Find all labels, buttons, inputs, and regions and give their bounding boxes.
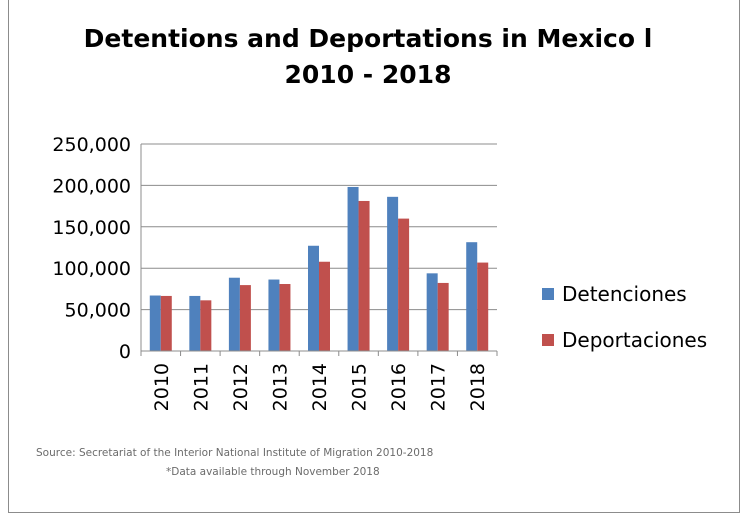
legend-swatch-deportaciones — [542, 334, 554, 346]
x-tick-label-2016: 2016 — [388, 363, 410, 411]
bar-detenciones-2013 — [268, 279, 280, 351]
x-tick-label-2014: 2014 — [309, 363, 331, 411]
bar-detenciones-2018 — [466, 242, 478, 351]
chart-title-line-2: 2010 - 2018 — [285, 60, 452, 89]
chart-frame — [8, 0, 740, 513]
chart-title-line-1: Detentions and Deportations in Mexico l — [84, 24, 653, 53]
bar-deportaciones-2014 — [319, 261, 330, 351]
y-tick-label: 0 — [119, 341, 131, 363]
bar-deportaciones-2013 — [279, 284, 291, 351]
x-tick-label-2010: 2010 — [151, 363, 173, 411]
y-axis: 0 50,000 100,000 150,000 200,000 250,000 — [52, 134, 142, 363]
bar-deportaciones-2011 — [200, 300, 212, 351]
y-tick-label: 100,000 — [52, 258, 131, 280]
bar-detenciones-2012 — [228, 277, 240, 351]
bar-detenciones-2014 — [308, 245, 319, 351]
bar-deportaciones-2012 — [239, 285, 251, 351]
bar-detenciones-2010 — [149, 295, 161, 351]
source-note: Source: Secretariat of the Interior Nati… — [36, 447, 433, 459]
bar-deportaciones-2010 — [160, 295, 172, 351]
bars — [149, 186, 489, 351]
y-tick-label: 250,000 — [52, 134, 131, 156]
bar-deportaciones-2017 — [437, 282, 449, 351]
legend-label-detenciones: Detenciones — [562, 282, 687, 306]
y-tick-label: 50,000 — [65, 300, 131, 322]
x-tick-label-2017: 2017 — [428, 363, 450, 411]
bar-detenciones-2015 — [347, 186, 359, 351]
x-tick-label-2015: 2015 — [349, 363, 371, 411]
y-tick-label: 200,000 — [52, 175, 131, 197]
bar-deportaciones-2016 — [398, 218, 410, 351]
legend: Detenciones Deportaciones — [542, 282, 707, 352]
bar-deportaciones-2015 — [358, 200, 370, 351]
bar-detenciones-2017 — [426, 273, 438, 351]
bar-deportaciones-2018 — [477, 262, 489, 351]
data-availability-note: *Data available through November 2018 — [166, 466, 380, 478]
x-tick-label-2013: 2013 — [269, 363, 291, 411]
bar-detenciones-2016 — [387, 196, 399, 351]
x-tick-label-2012: 2012 — [230, 363, 252, 411]
y-tick-label: 150,000 — [52, 217, 131, 239]
x-axis: 2010 2011 2012 2013 2014 2015 2016 2017 2018 — [140, 350, 498, 411]
x-tick-label-2011: 2011 — [190, 363, 212, 411]
legend-label-deportaciones: Deportaciones — [562, 328, 707, 352]
legend-swatch-detenciones — [542, 288, 554, 300]
bar-detenciones-2011 — [189, 295, 201, 351]
x-tick-label-2018: 2018 — [467, 363, 489, 411]
